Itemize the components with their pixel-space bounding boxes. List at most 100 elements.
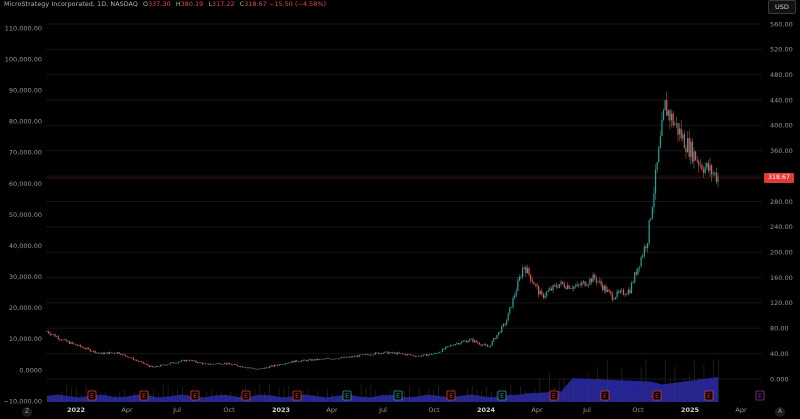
candle-body xyxy=(379,352,381,354)
right-price-axis[interactable]: 560.00520.00480.00440.00400.00360.00320.… xyxy=(770,20,793,383)
reset-zoom-button[interactable]: Z xyxy=(22,407,32,417)
candle-body xyxy=(166,364,168,366)
symbol-legend: MicroStrategy Incorporated, 1D, NASDAQ O… xyxy=(4,1,326,8)
candle-body xyxy=(248,367,250,369)
candle-body xyxy=(201,362,203,365)
volume-bar xyxy=(302,390,304,402)
candle-body xyxy=(374,352,376,355)
candle-body xyxy=(445,346,447,350)
candle-body xyxy=(104,352,106,355)
svg-text:E: E xyxy=(193,393,197,400)
candle-body xyxy=(81,346,83,348)
time-axis-label: Jul xyxy=(582,406,591,414)
volume-bar xyxy=(215,392,217,402)
candle-body xyxy=(584,281,586,287)
candle-body xyxy=(480,344,482,346)
candle-body xyxy=(707,163,709,171)
volume-bar xyxy=(259,384,261,402)
candle-body xyxy=(520,276,522,278)
candle-body xyxy=(179,361,181,363)
candle-body xyxy=(704,167,706,173)
candle-body xyxy=(196,362,199,363)
left-axis-tick-label: 50,000.00 xyxy=(9,211,42,219)
candle-body xyxy=(453,345,455,346)
candle-body xyxy=(662,110,665,120)
svg-text:E: E xyxy=(244,393,248,400)
volume-bar xyxy=(167,384,169,402)
candle-body xyxy=(715,172,717,182)
candle-body xyxy=(336,358,338,360)
candle-body xyxy=(259,368,261,370)
candle-body xyxy=(440,351,442,353)
candle-body xyxy=(309,359,311,360)
volume-bar xyxy=(529,395,531,402)
candle-body xyxy=(99,353,101,354)
candlestick-series xyxy=(46,91,719,370)
candle-body xyxy=(586,285,588,287)
svg-text:E: E xyxy=(449,393,453,400)
candle-body xyxy=(413,355,415,356)
candle-body xyxy=(656,162,658,170)
candle-body xyxy=(637,267,639,275)
earnings-marker: E xyxy=(755,390,765,401)
left-axis-tick-label: 70,000.00 xyxy=(9,149,42,157)
right-axis-tick-label: 160.00 xyxy=(770,274,793,282)
candle-body xyxy=(313,359,316,361)
volume-bar xyxy=(631,394,632,402)
candle-body xyxy=(605,285,607,292)
volume-bar xyxy=(568,385,570,402)
earnings-marker: E xyxy=(497,390,507,401)
candle-body xyxy=(611,293,613,300)
candle-body xyxy=(546,291,548,296)
candle-body xyxy=(648,220,650,244)
candle-body xyxy=(161,364,163,366)
time-axis[interactable]: 2022 Apr Jul Oct 2023 Apr Jul Oct 2024 Apr Jul Oct 2… xyxy=(67,406,747,414)
candle-body xyxy=(163,364,165,366)
auto-scale-button[interactable]: A xyxy=(775,407,785,417)
volume-bar xyxy=(573,379,574,402)
candle-body xyxy=(672,113,674,126)
candle-body xyxy=(278,364,280,366)
high-value: 380.19 xyxy=(180,1,204,8)
candle-body xyxy=(574,286,577,287)
candle-body xyxy=(709,165,711,171)
volume-bar xyxy=(457,396,459,402)
candle-body xyxy=(59,339,61,340)
candle-body xyxy=(693,151,695,162)
candle-body xyxy=(525,267,527,274)
svg-text:E: E xyxy=(707,393,711,400)
candle-body xyxy=(385,351,388,353)
candle-body xyxy=(176,362,178,364)
candle-body xyxy=(273,364,276,367)
right-axis-tick-label: 440.00 xyxy=(770,96,793,104)
candle-body xyxy=(369,354,372,356)
right-axis-tick-label: 480.00 xyxy=(770,71,793,79)
volume-bar xyxy=(172,390,174,402)
candle-body xyxy=(397,352,399,355)
candle-body xyxy=(89,348,91,352)
currency-button[interactable]: USD xyxy=(768,0,796,14)
candle-body xyxy=(353,356,356,357)
current-price-tag: 318.67 xyxy=(764,173,794,183)
left-axis-tick-label: 30,000.00 xyxy=(9,273,42,281)
candle-body xyxy=(589,278,591,285)
candle-body xyxy=(150,365,152,367)
left-axis-tick-label: 60,000.00 xyxy=(9,180,42,188)
candle-body xyxy=(73,343,75,345)
candle-body xyxy=(112,352,114,354)
volume-bar xyxy=(206,391,208,402)
left-price-axis[interactable]: 110,000.00 100,000.00 90,000.00 80,000.00 70… xyxy=(3,24,42,405)
candle-body xyxy=(318,358,320,360)
volume-bar xyxy=(491,392,492,402)
candle-body xyxy=(296,360,298,362)
volume-bar xyxy=(269,384,270,402)
volume-bar xyxy=(370,384,372,402)
candle-body xyxy=(321,358,324,360)
candle-body xyxy=(488,346,490,348)
candle-body xyxy=(168,363,170,365)
candle-body xyxy=(406,354,408,356)
volume-bar xyxy=(71,388,72,402)
symbol-title[interactable]: MicroStrategy Incorporated, 1D, NASDAQ xyxy=(4,1,138,8)
candle-body xyxy=(220,364,223,365)
